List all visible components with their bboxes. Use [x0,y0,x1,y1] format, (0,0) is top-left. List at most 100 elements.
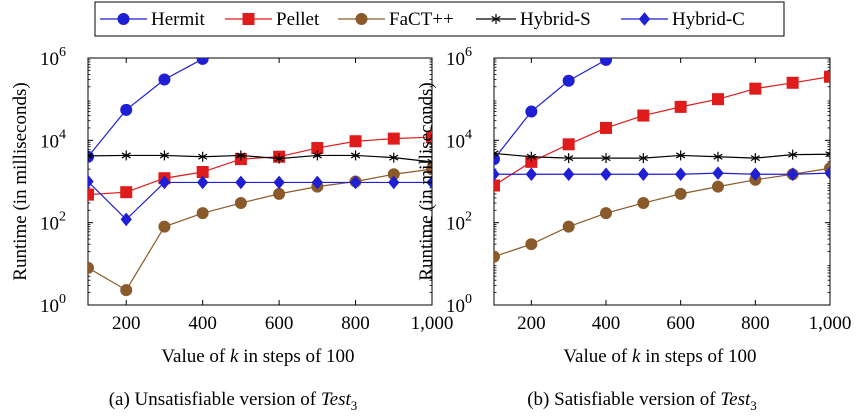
data-point-shape [525,238,538,251]
data-point [234,197,247,210]
y-axis-label: Runtime (in milliseconds) [10,82,31,280]
legend-marker-shape [355,13,368,25]
data-point-shape [787,167,799,182]
x-tick-label: 600 [666,313,695,334]
data-point-shape [234,197,247,210]
data-point-stroke [638,155,648,162]
legend-label: Hybrid-S [520,9,591,30]
data-point-shape [637,197,650,210]
series-factpp [494,162,830,263]
x-label-var: k [230,346,239,367]
legend-label: Hermit [151,9,206,30]
legend-marker-shape [242,13,255,25]
data-point [196,58,209,65]
series-line [88,181,432,221]
y-tick-exp: 2 [59,210,66,225]
y-tick-label: 106 [446,45,472,70]
x-label-var: k [632,346,641,367]
series-pellet [88,131,432,201]
data-point-shape [426,163,432,176]
plot-frame [493,57,831,306]
y-tick-base: 10 [446,214,465,235]
data-point [236,150,246,161]
data-point [426,131,432,144]
data-point-shape [158,175,171,190]
data-point-shape [349,135,362,148]
data-point-stroke [526,153,536,160]
data-point [825,149,830,160]
data-point [349,175,362,190]
data-point [562,74,575,87]
y-tick-exp: 2 [465,210,472,225]
data-point [158,175,171,190]
legend-item-factpp: FaCT++ [338,9,454,30]
data-point-shape [675,167,687,182]
x-tick-label: 200 [112,313,141,334]
data-point-stroke [88,152,93,157]
data-point-shape [600,121,612,134]
data-point [494,250,500,263]
data-point [749,167,761,182]
data-point [676,150,686,161]
data-point-shape [88,261,94,274]
data-point [638,153,648,164]
data-point [674,187,687,200]
data-point [525,105,538,118]
data-point-shape [562,220,575,233]
series-hybrid-s [494,148,830,164]
data-point-shape [712,180,724,193]
data-point-shape [525,167,537,182]
legend-marker-stroke [491,15,501,23]
caption-prefix: (a) Unsatisfiable version of [109,389,321,410]
legend-marker-shape [117,13,130,25]
data-point-stroke [750,155,760,162]
y-tick-base: 10 [40,214,59,235]
series-line [88,136,432,196]
data-point [427,156,432,167]
data-point-shape [158,220,171,233]
data-point-stroke [564,155,574,162]
data-point-stroke [713,153,723,160]
data-point-stroke [788,151,798,158]
series-hybrid-c [494,166,830,182]
data-point [426,163,432,176]
data-point [526,151,536,162]
legend-marker [242,13,255,25]
data-point [786,76,799,89]
data-point-shape [637,167,649,182]
data-point-stroke [427,158,432,163]
x-label-prefix: Value of [563,346,632,367]
series-hermit [494,58,612,166]
y-tick-base: 10 [446,49,465,70]
data-point-shape [235,175,247,190]
data-point-shape [349,175,362,190]
y-tick-exp: 6 [59,45,66,60]
data-point [494,153,500,166]
series-line [494,59,607,160]
data-point-shape [196,207,209,220]
data-point [235,175,247,190]
data-point [787,167,799,182]
y-tick-exp: 4 [465,127,472,142]
data-point [120,212,132,227]
data-point [426,175,432,190]
data-point [675,167,687,182]
data-point-shape [120,284,133,297]
data-point [674,100,687,113]
y-tick-exp: 6 [465,45,472,60]
data-point-shape [387,132,400,145]
data-point [600,121,612,134]
data-point-shape [749,167,761,182]
data-point-stroke [601,155,611,162]
series-group [88,58,432,297]
data-point-shape [120,186,133,199]
data-point-shape [196,58,209,65]
data-point [197,175,209,190]
y-tick-label: 106 [40,45,66,70]
legend-marker-shape [638,12,651,26]
series-line [88,154,432,163]
